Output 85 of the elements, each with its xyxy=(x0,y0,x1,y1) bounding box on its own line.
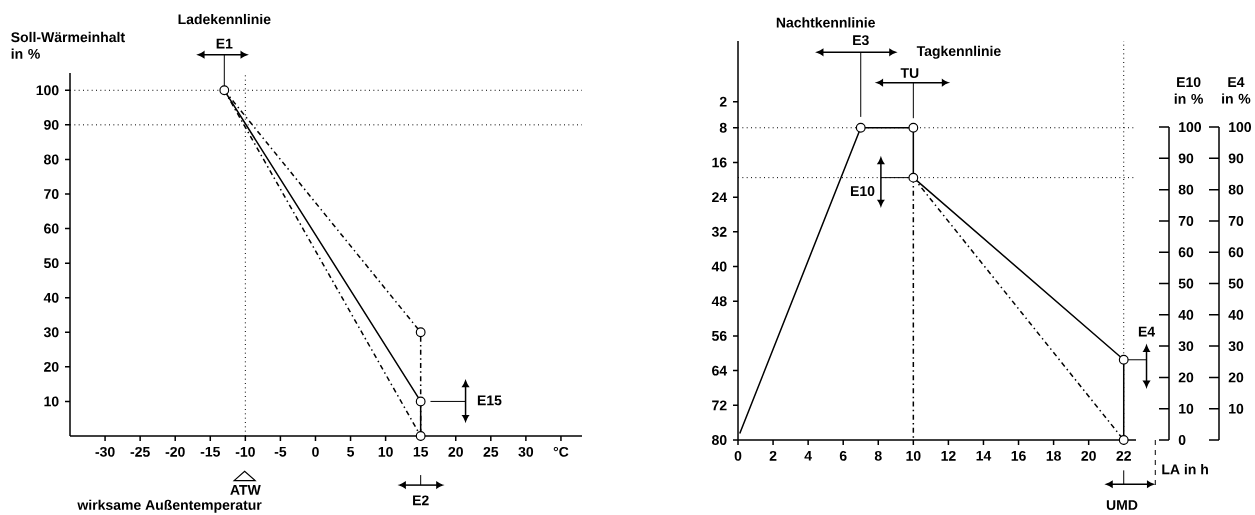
x-tick-label: -30 xyxy=(95,446,115,457)
annotation: E4 xyxy=(1138,326,1156,337)
y-tick-label: 24 xyxy=(712,192,728,203)
y3-tick-label: 20 xyxy=(1228,372,1244,383)
y3-tick-label: 30 xyxy=(1228,341,1244,352)
text: UMD xyxy=(1106,500,1138,510)
x-tick-label: 22 xyxy=(1116,450,1131,461)
y-tick-label: 100 xyxy=(36,85,59,96)
y-tick-label: 48 xyxy=(711,296,727,307)
y-tick-label: 8 xyxy=(719,122,727,133)
y-tick-label: 16 xyxy=(712,157,727,168)
x-tick-label: -10 xyxy=(235,446,255,457)
y2-tick-label: 80 xyxy=(1178,184,1194,195)
y3-tick-label: 90 xyxy=(1228,153,1244,164)
annotation: E1 xyxy=(216,38,233,49)
x-tick-label: 5 xyxy=(347,446,355,457)
x-tick-label: 6 xyxy=(839,450,847,461)
x-tick-label: 20 xyxy=(1081,450,1096,461)
x-tick-label: 12 xyxy=(941,450,956,461)
y2-tick-label: 100 xyxy=(1179,122,1202,133)
x-tick-label: 20 xyxy=(448,446,463,457)
x-tick-label: -15 xyxy=(200,446,220,457)
x-tick-label: 8 xyxy=(874,450,882,461)
x-tick-label: 25 xyxy=(483,446,499,457)
text: E2 xyxy=(413,495,429,506)
y-tick-label: 80 xyxy=(711,435,727,445)
y2-tick-label: 50 xyxy=(1178,278,1194,289)
y-tick-label: 30 xyxy=(43,327,59,338)
y-tick-label: 80 xyxy=(43,154,59,165)
chart-title: Nachtkennlinie xyxy=(776,17,875,28)
annotation: TU xyxy=(900,68,919,78)
chart-subtitle: Tagkennlinie xyxy=(916,45,1001,59)
y3-tick-label: 100 xyxy=(1229,122,1252,133)
y-tick-label: 20 xyxy=(44,361,59,372)
y2-tick-label: 30 xyxy=(1178,341,1194,352)
y3-tick-label: 80 xyxy=(1228,184,1244,195)
x-tick-label: 10 xyxy=(378,446,393,457)
y-tick-label: 72 xyxy=(712,400,727,411)
y-tick-label: 40 xyxy=(711,261,727,272)
annotation: E10 xyxy=(850,186,875,197)
y3-tick-label: 40 xyxy=(1228,309,1244,320)
y2-tick-label: 40 xyxy=(1178,309,1194,320)
y2-tick-label: 0 xyxy=(1178,435,1186,445)
text: ATW xyxy=(230,485,261,495)
x-tick-label: 14 xyxy=(976,450,992,461)
x-tick-label: 0 xyxy=(312,446,319,457)
y-tick-label: 90 xyxy=(44,119,59,130)
x-tick-label: 10 xyxy=(906,450,921,461)
y-axis-title: Soll-Wärmeinhalt in % xyxy=(11,31,125,59)
y2-tick-label: 70 xyxy=(1178,215,1194,226)
y2-axis-title: E10 in % xyxy=(1174,77,1203,104)
y3-tick-label: 60 xyxy=(1228,247,1244,258)
x-tick-label: 30 xyxy=(518,446,534,457)
y-tick-label: 60 xyxy=(44,223,59,234)
y3-tick-label: 10 xyxy=(1229,403,1244,414)
y2-tick-label: 20 xyxy=(1178,372,1194,383)
x-tick-label: -25 xyxy=(130,446,150,457)
chart-title: Ladekennlinie xyxy=(178,13,271,25)
x-tick-label: 16 xyxy=(1011,450,1026,461)
y3-tick-label: 50 xyxy=(1228,278,1244,289)
x-tick-label: -5 xyxy=(274,446,287,457)
x-axis-title: wirksame Außentemperatur xyxy=(77,499,262,513)
y-tick-label: 2 xyxy=(719,96,727,107)
y-tick-label: 56 xyxy=(711,330,727,341)
x-tick-label: 15 xyxy=(413,446,429,457)
y3-tick-label: 70 xyxy=(1228,215,1244,226)
x-tick-label: 4 xyxy=(804,450,812,461)
y-tick-label: 32 xyxy=(711,226,727,237)
x-tick-label: 2 xyxy=(769,450,777,461)
y2-tick-label: 90 xyxy=(1178,153,1194,164)
x-axis-title: LA in h xyxy=(1162,463,1208,475)
y-tick-label: 40 xyxy=(43,292,59,303)
y3-axis-title: E4 in % xyxy=(1222,77,1251,104)
y-tick-label: 70 xyxy=(44,189,59,199)
annotation: E15 xyxy=(477,395,502,406)
x-tick-label: °C xyxy=(553,446,569,457)
y-tick-label: 50 xyxy=(43,258,59,269)
annotation: E3 xyxy=(853,35,869,46)
x-tick-label: 0 xyxy=(734,450,742,461)
x-tick-label: -20 xyxy=(165,446,185,457)
y2-tick-label: 10 xyxy=(1179,403,1194,414)
x-tick-label: 18 xyxy=(1046,450,1061,461)
y-tick-label: 64 xyxy=(712,365,728,376)
y2-tick-label: 60 xyxy=(1178,247,1194,258)
y-tick-label: 10 xyxy=(44,396,59,407)
